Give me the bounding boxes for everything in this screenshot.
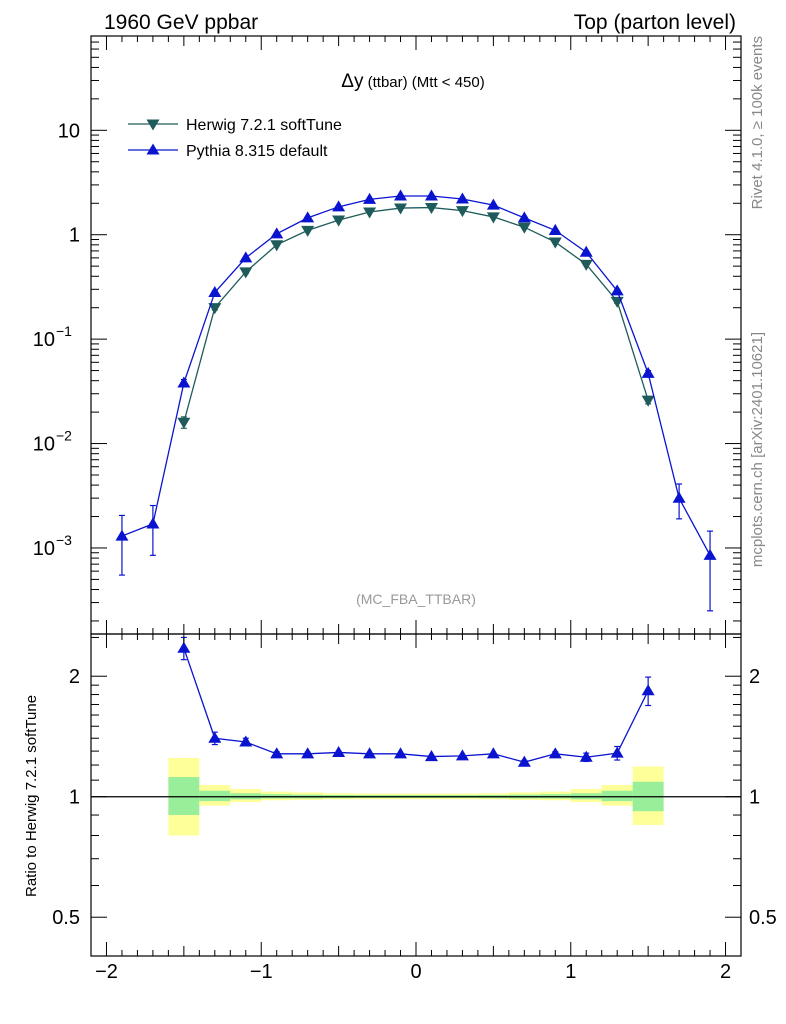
ratio-y-tick-label-right: 1	[749, 787, 760, 809]
header-right: Top (parton level)	[574, 11, 736, 34]
legend-label: Herwig 7.2.1 softTune	[186, 117, 342, 134]
pythia-point	[177, 376, 191, 388]
pythia-ratio-point	[332, 745, 346, 758]
herwig-point	[548, 237, 562, 249]
y-tick-label-base: 10	[33, 434, 55, 456]
herwig-point	[424, 203, 438, 215]
text-layer: 1960 GeV ppbar Top (parton level) (MC_FB…	[23, 11, 777, 983]
axes-layer	[90, 35, 742, 957]
pythia-point	[610, 284, 624, 296]
pythia-ratio-point	[270, 747, 284, 759]
pythia-ratio-point	[394, 747, 408, 759]
ratio-y-tick-label-left: 1	[69, 787, 80, 809]
ratio-ylabel: Ratio to Herwig 7.2.1 softTune	[23, 695, 40, 897]
x-tick-label: −1	[250, 961, 273, 983]
pythia-ratio-line	[183, 647, 649, 763]
herwig-line	[183, 206, 649, 423]
watermark: (MC_FBA_TTBAR)	[356, 591, 476, 607]
y-tick-label: 1	[69, 225, 80, 247]
ratio-y-tick-label-right: 2	[749, 666, 760, 688]
pythia-ratio-point	[517, 755, 531, 767]
pythia-point	[548, 223, 562, 235]
pythia-ratio-point	[486, 747, 500, 759]
ratio-bands	[91, 757, 741, 836]
pythia-ratio-point	[363, 747, 377, 759]
ratio-y-tick-label-right: 0.5	[749, 907, 777, 929]
pythia-point	[363, 192, 377, 204]
herwig-point	[641, 395, 655, 407]
pythia-point	[703, 548, 717, 560]
plot-title-main: Δy	[341, 71, 364, 92]
pythia-ratio-point	[579, 750, 593, 762]
herwig-point	[177, 417, 191, 429]
herwig-point	[394, 203, 408, 215]
herwig-point	[239, 267, 253, 279]
band-inner-bin	[168, 777, 200, 816]
pythia-ratio-point	[641, 684, 655, 696]
pythia-ratio-point	[177, 641, 191, 653]
band-inner-bin	[199, 790, 231, 802]
x-tick-label: 0	[410, 961, 421, 983]
herwig-point	[517, 222, 531, 234]
pythia-point	[672, 491, 686, 503]
herwig-point	[208, 303, 222, 315]
y-tick-label-exp: −2	[56, 428, 72, 444]
band-inner-bin	[601, 790, 633, 802]
pythia-point	[239, 251, 253, 263]
pythia-ratio-point	[610, 746, 624, 758]
herwig-point	[363, 207, 377, 219]
ratio-y-tick-label-left: 0.5	[52, 907, 80, 929]
pythia-ratio-point	[455, 749, 469, 761]
herwig-point	[455, 206, 469, 218]
x-tick-label: 2	[720, 961, 731, 983]
herwig-point	[270, 240, 284, 252]
y-tick-label-base: 10	[33, 329, 55, 351]
pythia-point	[332, 200, 346, 212]
ratio-y-tick-label-left: 2	[69, 666, 80, 688]
pythia-point	[641, 366, 655, 378]
pythia-point	[301, 211, 315, 223]
header-left: 1960 GeV ppbar	[104, 11, 258, 34]
pythia-point	[424, 189, 438, 201]
rivet-side-text: Rivet 4.1.0, ≥ 100k events	[749, 36, 766, 209]
legend: Herwig 7.2.1 softTune Pythia 8.315 defaul…	[128, 117, 342, 160]
x-tick-label: 1	[565, 961, 576, 983]
herwig-point	[301, 225, 315, 237]
series-layer	[115, 189, 717, 767]
legend-label: Pythia 8.315 default	[186, 143, 328, 160]
pythia-point	[115, 529, 129, 541]
site-side-text: mcplots.cern.ch [arXiv:2401.10621]	[749, 332, 766, 567]
x-tick-label: −2	[95, 961, 118, 983]
herwig-point	[579, 259, 593, 271]
pythia-point	[208, 285, 222, 297]
plot-title: Δy (ttbar) (Mtt < 450)	[341, 71, 485, 92]
y-tick-label-exp: −1	[56, 323, 72, 339]
pythia-point	[579, 245, 593, 257]
pythia-ratio-point	[208, 731, 222, 743]
pythia-point	[486, 198, 500, 210]
pythia-ratio-point	[301, 747, 315, 759]
y-tick-label-base: 10	[33, 538, 55, 560]
pythia-ratio-point	[424, 750, 438, 762]
pythia-ratio-point	[548, 747, 562, 759]
pythia-point	[517, 211, 531, 223]
herwig-point	[486, 212, 500, 224]
pythia-point	[270, 227, 284, 239]
pythia-point	[455, 192, 469, 204]
pythia-line	[121, 195, 711, 556]
pythia-ratio-point	[239, 735, 253, 747]
legend-marker	[146, 143, 160, 155]
legend-marker	[146, 119, 160, 131]
herwig-point	[332, 215, 346, 227]
plot-title-sub: (ttbar) (Mtt < 450)	[363, 74, 484, 91]
y-tick-label: 10	[58, 120, 80, 142]
y-tick-label-exp: −3	[56, 532, 72, 548]
pythia-point	[394, 189, 408, 201]
pythia-point	[146, 517, 160, 529]
